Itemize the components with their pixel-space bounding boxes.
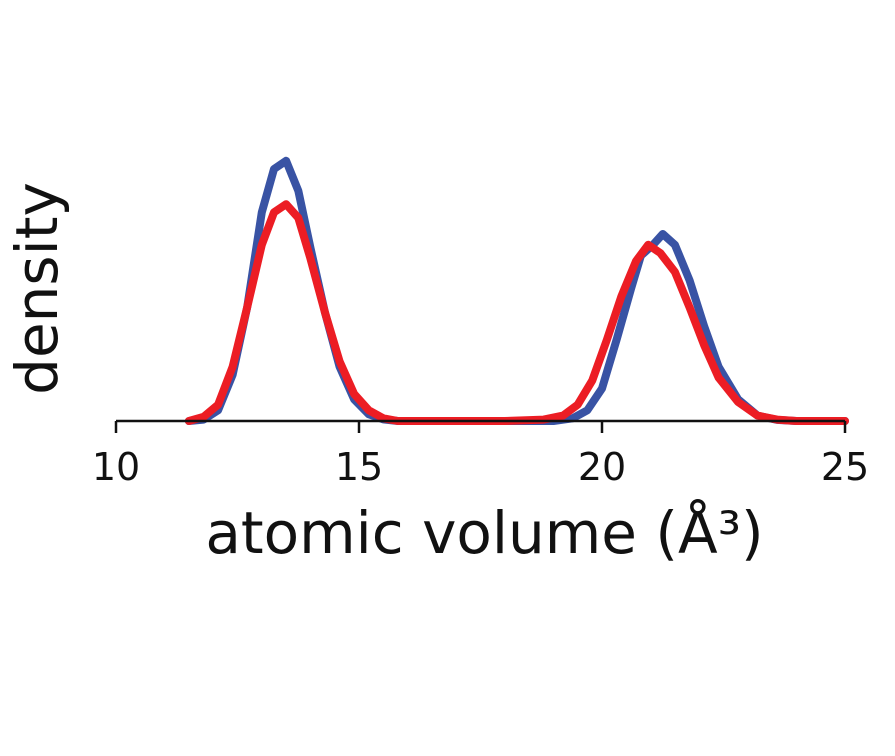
y-axis-title: density [3,182,71,395]
x-tick-label: 10 [92,445,140,489]
series-line-2 [184,200,849,425]
x-tick-label: 20 [578,445,626,489]
x-tick-label: 15 [335,445,383,489]
series-lines [184,156,849,425]
series-line-1 [184,156,849,425]
x-axis-ticks: 10 15 20 25 [92,421,869,489]
x-tick-label: 25 [821,445,869,489]
x-axis-title: atomic volume (Å³) [205,498,763,567]
